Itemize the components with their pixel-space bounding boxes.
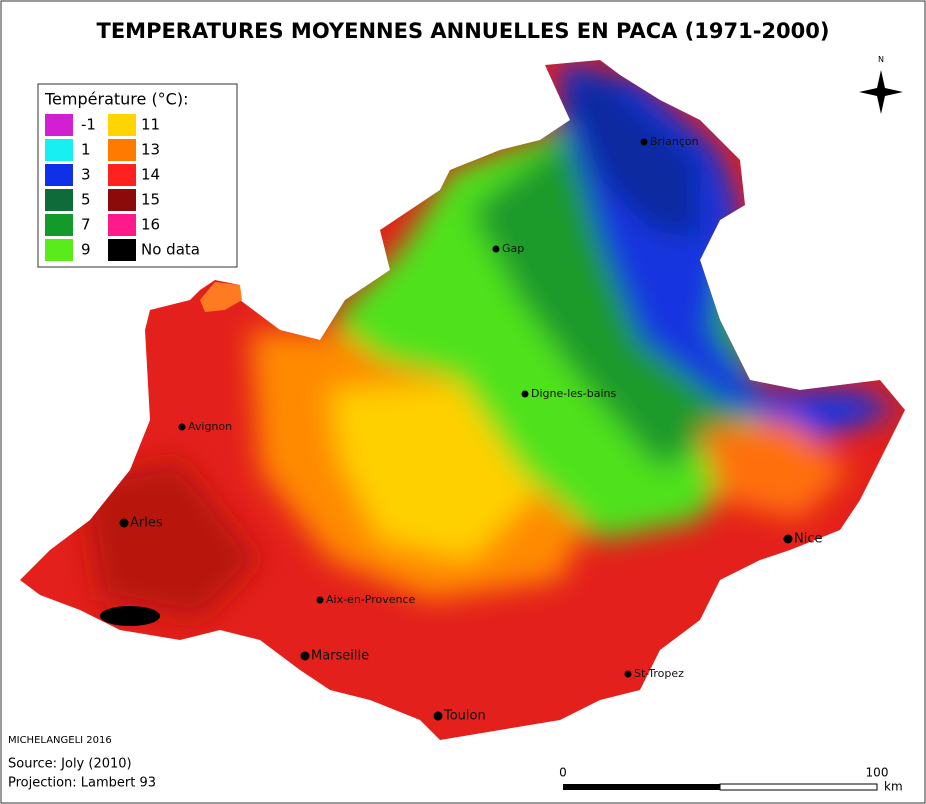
author: MICHELANGELI 2016 (8, 735, 112, 746)
city-dot (300, 651, 310, 661)
map-title: TEMPERATURES MOYENNES ANNUELLES EN PACA … (97, 19, 830, 43)
source: Source: Joly (2010) (8, 757, 132, 772)
city-dot (433, 711, 443, 721)
legend-label: No data (141, 241, 200, 259)
enclave (200, 282, 242, 312)
projection: Projection: Lambert 93 (8, 776, 156, 791)
city-dot (624, 670, 632, 678)
legend-label: 14 (141, 166, 160, 184)
legend-swatch (108, 214, 136, 236)
city-dot (640, 138, 648, 146)
city-dot (492, 245, 500, 253)
legend-label: 9 (81, 241, 91, 259)
legend-swatch (45, 139, 73, 161)
legend-swatch (108, 114, 136, 136)
legend-title: Température (°C): (44, 90, 188, 109)
legend-label: 7 (81, 216, 91, 234)
compass-label: N (878, 55, 884, 64)
legend-swatch (108, 139, 136, 161)
city-label: Nice (794, 532, 822, 547)
city-dot (521, 390, 529, 398)
legend-label: 3 (81, 166, 91, 184)
legend-label: 5 (81, 191, 91, 209)
legend-swatch (45, 214, 73, 236)
city-label: Toulon (443, 709, 486, 724)
scale-bar: 0 100 km (559, 766, 902, 794)
no-data-area (100, 606, 160, 626)
legend-swatch (45, 239, 73, 261)
city-dot (119, 518, 129, 528)
compass: N (859, 55, 903, 114)
city-label: Gap (502, 242, 524, 255)
legend-label: 16 (141, 216, 160, 234)
legend-label: 13 (141, 141, 160, 159)
city-label: Briançon (650, 135, 699, 148)
cities: Briançon Gap Digne-les-bains Avignon Arles Ni… (119, 135, 822, 724)
legend-swatch (108, 189, 136, 211)
legend-label: 15 (141, 191, 160, 209)
legend-swatch (108, 239, 136, 261)
city-dot (316, 596, 324, 604)
legend-label: 11 (141, 116, 160, 134)
legend-swatch (45, 164, 73, 186)
scale-unit: km (884, 780, 903, 794)
city-label: Marseille (311, 649, 369, 664)
legend-label: -1 (81, 116, 96, 134)
legend-swatch (108, 164, 136, 186)
scale-end: 100 (866, 766, 889, 780)
city-label: St-Tropez (634, 667, 684, 680)
city-label: Avignon (188, 420, 232, 433)
city-dot (783, 534, 793, 544)
legend-swatch (45, 189, 73, 211)
legend-label: 1 (81, 141, 91, 159)
city-label: Digne-les-bains (531, 387, 616, 400)
city-dot (178, 423, 186, 431)
city-label: Aix-en-Provence (326, 593, 416, 606)
legend-swatch (45, 114, 73, 136)
city-label: Arles (130, 516, 163, 531)
scale-start: 0 (559, 766, 567, 780)
